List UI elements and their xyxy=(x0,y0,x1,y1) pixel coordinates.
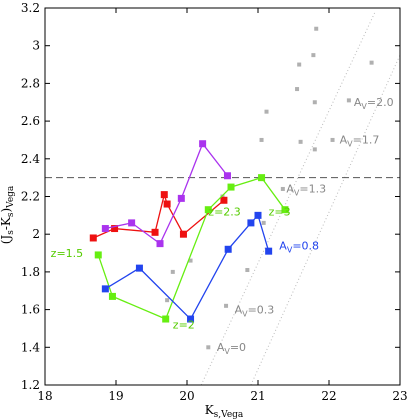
x-tick-label: 18 xyxy=(37,389,52,403)
y-tick-label: 1.4 xyxy=(21,340,40,354)
series-point-3-3 xyxy=(224,245,232,253)
series-point-2-3 xyxy=(204,206,212,214)
annotation-label: z=2.3 xyxy=(208,205,240,218)
track-point-0-0 xyxy=(206,345,211,350)
series-point-3-0 xyxy=(101,285,109,293)
track-point-1-0 xyxy=(165,298,170,303)
y-tick-label: 1.2 xyxy=(21,378,40,392)
track-point-1-8 xyxy=(311,53,316,58)
series-point-0-2 xyxy=(151,228,159,236)
series-point-1-0 xyxy=(101,225,109,233)
annotation-label: AV=0.3 xyxy=(235,303,275,318)
x-tick-label: 21 xyxy=(250,389,265,403)
track-point-0-3 xyxy=(261,220,266,225)
series-point-2-5 xyxy=(258,174,266,182)
annotation-label: AV=0 xyxy=(217,341,246,356)
y-tick-label: 3.2 xyxy=(21,1,40,15)
x-tick-label: 23 xyxy=(392,389,407,403)
series-point-1-1 xyxy=(128,219,136,227)
series-point-1-5 xyxy=(223,172,231,180)
track-point-2-2 xyxy=(346,98,351,103)
track-point-1-2 xyxy=(188,258,193,263)
track-point-1-5 xyxy=(264,109,269,114)
track-point-1-7 xyxy=(297,62,302,67)
annotation-label: AV=1.3 xyxy=(286,183,326,198)
annotation-label: z=2 xyxy=(173,318,195,331)
y-tick-label: 1.8 xyxy=(21,265,40,279)
series-point-2-6 xyxy=(281,206,289,214)
annotation-label: z=1.5 xyxy=(51,247,83,260)
y-tick-label: 2 xyxy=(32,227,40,241)
dotted-guide-1 xyxy=(250,54,400,385)
track-point-0-4 xyxy=(280,186,285,191)
track-point-1-1 xyxy=(170,269,175,274)
y-axis-label: (Js-Ks)Vega xyxy=(0,185,16,244)
y-tick-label: 2.6 xyxy=(21,114,40,128)
series-point-0-6 xyxy=(220,196,228,204)
x-tick-label: 19 xyxy=(108,389,123,403)
series-line-2 xyxy=(97,176,286,320)
annotation-label: AV=1.7 xyxy=(340,134,380,149)
y-tick-label: 1.6 xyxy=(21,303,40,317)
track-point-1-9 xyxy=(314,26,319,31)
track-point-0-2 xyxy=(245,268,250,273)
x-tick-label: 20 xyxy=(179,389,194,403)
series-point-1-4 xyxy=(199,140,207,148)
x-tick-label: 22 xyxy=(321,389,336,403)
series-point-1-3 xyxy=(177,194,185,202)
series-point-3-5 xyxy=(254,211,262,219)
track-point-0-5 xyxy=(298,139,303,144)
annotation-label: AV=2.0 xyxy=(354,96,394,111)
series-point-2-4 xyxy=(227,183,235,191)
series-point-3-4 xyxy=(247,219,255,227)
series-point-0-4 xyxy=(163,200,171,208)
track-point-1-4 xyxy=(259,137,264,142)
y-tick-label: 3 xyxy=(32,39,40,53)
series-point-2-0 xyxy=(94,251,102,259)
series-point-3-2 xyxy=(187,315,195,323)
track-point-1-3 xyxy=(220,194,225,199)
series-point-3-1 xyxy=(135,264,143,272)
y-tick-label: 2.2 xyxy=(21,190,40,204)
series-point-0-3 xyxy=(160,191,168,199)
dotted-guide-0 xyxy=(200,11,376,385)
track-point-0-6 xyxy=(312,100,317,105)
series-point-0-0 xyxy=(89,234,97,242)
annotation-label: z=3 xyxy=(269,205,291,218)
track-point-2-0 xyxy=(312,147,317,152)
series-point-0-1 xyxy=(111,225,119,233)
series-point-2-1 xyxy=(108,292,116,300)
series-line-1 xyxy=(105,142,228,245)
x-axis-label: Ks,Vega xyxy=(205,403,244,420)
series-point-3-6 xyxy=(265,247,273,255)
plot-area xyxy=(45,11,400,385)
track-point-0-1 xyxy=(224,303,229,308)
track-point-2-1 xyxy=(330,137,335,142)
track-point-2-3 xyxy=(369,60,374,65)
track-point-1-6 xyxy=(295,87,300,92)
series-point-2-2 xyxy=(162,315,170,323)
annotation-label: AV=0.8 xyxy=(279,239,319,254)
series-point-0-5 xyxy=(179,230,187,238)
series-point-1-2 xyxy=(156,240,164,248)
y-tick-label: 2.4 xyxy=(21,152,40,166)
y-tick-label: 2.8 xyxy=(21,76,40,90)
